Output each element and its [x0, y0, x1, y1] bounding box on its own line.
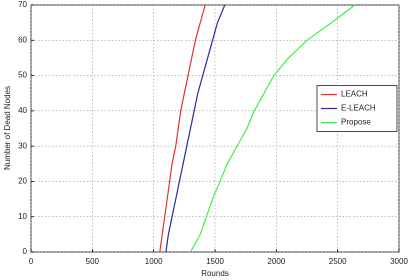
y-tick-label: 30	[18, 141, 27, 150]
x-tick-label: 2500	[329, 257, 347, 266]
x-tick-label: 1500	[206, 257, 224, 266]
legend-label: Propose	[341, 118, 371, 127]
x-tick-label: 0	[29, 257, 34, 266]
x-tick-label: 500	[86, 257, 100, 266]
x-tick-label: 3000	[390, 257, 408, 266]
series-line	[165, 4, 226, 253]
legend-label: LEACH	[341, 90, 368, 99]
y-tick-label: 50	[18, 71, 27, 80]
x-tick-label: 2000	[267, 257, 285, 266]
y-tick-label: 70	[18, 0, 27, 9]
y-tick-label: 10	[18, 212, 27, 221]
y-tick-label: 0	[23, 247, 28, 256]
legend-label: E-LEACH	[341, 104, 376, 113]
x-axis-label: Rounds	[201, 269, 229, 278]
y-tick-label: 60	[18, 35, 27, 44]
series-line	[159, 4, 206, 253]
y-axis-label: Number of Dead Nodes	[3, 86, 12, 170]
y-tick-label: 40	[18, 106, 27, 115]
series-line	[189, 4, 356, 253]
y-tick-label: 20	[18, 177, 27, 186]
x-tick-label: 1000	[145, 257, 163, 266]
